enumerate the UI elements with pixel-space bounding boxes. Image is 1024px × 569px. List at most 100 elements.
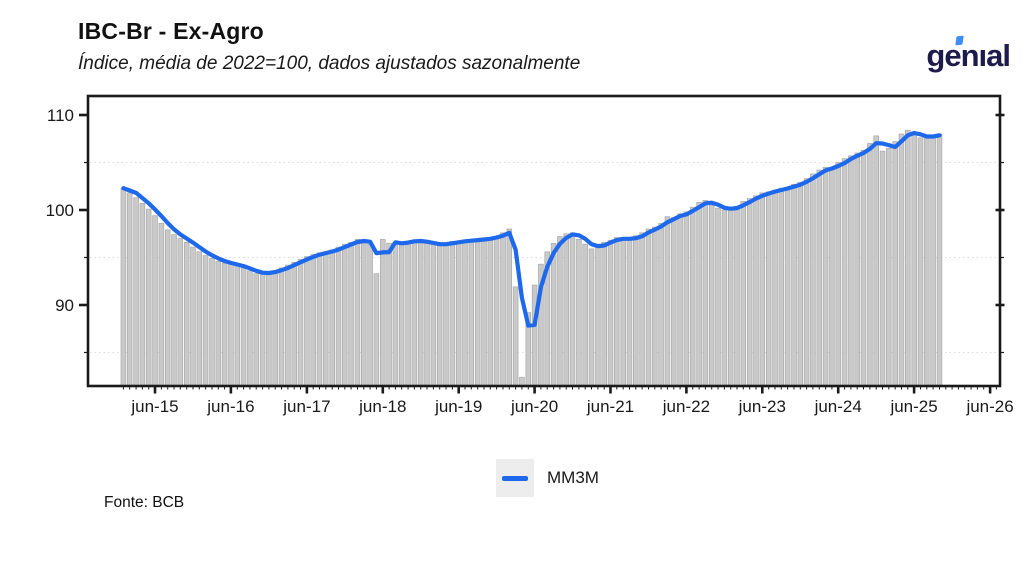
bar bbox=[892, 141, 898, 387]
bar bbox=[493, 236, 500, 387]
bar bbox=[772, 189, 778, 387]
bar bbox=[715, 207, 721, 387]
bar bbox=[240, 267, 247, 387]
x-tick-label: jun-15 bbox=[130, 397, 178, 416]
legend: MM3M bbox=[496, 459, 599, 497]
bar bbox=[683, 211, 690, 387]
mm3m-line-icon bbox=[502, 476, 528, 481]
x-tick-label: jun-25 bbox=[889, 397, 937, 416]
bar bbox=[411, 240, 418, 387]
bar bbox=[924, 136, 930, 387]
x-tick-label: jun-20 bbox=[510, 397, 558, 416]
bar bbox=[266, 271, 272, 387]
bar bbox=[803, 178, 810, 387]
legend-swatch bbox=[496, 459, 534, 497]
bar bbox=[361, 240, 367, 387]
bar bbox=[291, 261, 297, 387]
bar bbox=[765, 191, 772, 387]
bar bbox=[506, 228, 513, 387]
bar bbox=[753, 195, 759, 387]
bar bbox=[177, 238, 184, 387]
bar bbox=[873, 135, 879, 387]
bar bbox=[759, 192, 766, 387]
bar bbox=[380, 239, 386, 387]
bar bbox=[734, 205, 740, 387]
bar bbox=[702, 200, 709, 387]
bars-group bbox=[120, 129, 943, 387]
bar bbox=[259, 273, 266, 387]
bar bbox=[721, 209, 728, 387]
bar bbox=[936, 133, 943, 387]
bar bbox=[190, 246, 196, 387]
bar bbox=[228, 263, 234, 387]
genial-logo: genıal bbox=[926, 35, 1011, 71]
bar bbox=[664, 216, 671, 387]
bar bbox=[829, 167, 835, 387]
bar bbox=[595, 244, 601, 387]
bar bbox=[436, 244, 443, 387]
bar bbox=[917, 137, 924, 387]
bar bbox=[335, 246, 342, 387]
bar bbox=[183, 241, 190, 387]
bar bbox=[171, 234, 177, 387]
bar bbox=[746, 198, 753, 387]
bar bbox=[500, 232, 506, 387]
x-tick-label: jun-21 bbox=[586, 397, 634, 416]
legend-label: MM3M bbox=[547, 468, 599, 487]
bar bbox=[417, 240, 424, 387]
bar bbox=[367, 243, 373, 387]
x-tick-label: jun-18 bbox=[358, 397, 406, 416]
bar bbox=[164, 229, 171, 387]
page-title: IBC-Br - Ex-Agro bbox=[78, 18, 264, 44]
bar bbox=[133, 197, 139, 387]
bar bbox=[373, 273, 380, 387]
source-note: Fonte: BCB bbox=[104, 494, 185, 511]
bar bbox=[645, 228, 652, 387]
bar bbox=[639, 232, 645, 387]
bar bbox=[443, 242, 449, 387]
bar bbox=[791, 183, 797, 387]
page-subtitle: Índice, média de 2022=100, dados ajustad… bbox=[78, 53, 581, 74]
mm3m-line bbox=[121, 130, 942, 328]
bar bbox=[569, 232, 576, 387]
y-axis: 110 100 90 bbox=[46, 106, 1005, 354]
x-tick-label: jun-16 bbox=[206, 397, 254, 416]
bar bbox=[139, 202, 146, 387]
x-tick-label: jun-24 bbox=[814, 397, 862, 416]
bar bbox=[531, 284, 538, 387]
bar bbox=[272, 270, 278, 387]
bar bbox=[519, 376, 525, 387]
bar bbox=[316, 252, 323, 387]
bar bbox=[557, 236, 563, 387]
bar bbox=[854, 152, 860, 387]
bar bbox=[797, 182, 804, 387]
bar bbox=[398, 241, 405, 387]
plot-frame bbox=[86, 94, 1002, 388]
bar bbox=[234, 265, 241, 387]
bar bbox=[392, 243, 399, 387]
bar bbox=[905, 129, 911, 387]
bar bbox=[310, 254, 316, 387]
x-tick-label: jun-23 bbox=[738, 397, 786, 416]
x-tick-label: jun-22 bbox=[662, 397, 710, 416]
bar bbox=[468, 239, 475, 387]
bar bbox=[221, 262, 228, 387]
x-axis: jun-15 jun-16 jun-17 jun-18 jun-19 jun-20 jun-… bbox=[122, 386, 1014, 416]
bar bbox=[582, 243, 588, 387]
bar bbox=[449, 240, 456, 387]
bar bbox=[607, 240, 614, 387]
bar bbox=[278, 267, 285, 387]
bar bbox=[126, 192, 133, 387]
bar bbox=[911, 134, 917, 387]
bar bbox=[848, 155, 854, 387]
bar bbox=[348, 241, 354, 387]
bar bbox=[816, 169, 823, 387]
bar bbox=[658, 222, 664, 387]
bar bbox=[727, 207, 734, 387]
bar bbox=[563, 233, 569, 387]
bar bbox=[550, 242, 557, 387]
y-tick-label: 90 bbox=[55, 296, 74, 315]
bar bbox=[209, 258, 215, 387]
bar bbox=[860, 149, 867, 387]
